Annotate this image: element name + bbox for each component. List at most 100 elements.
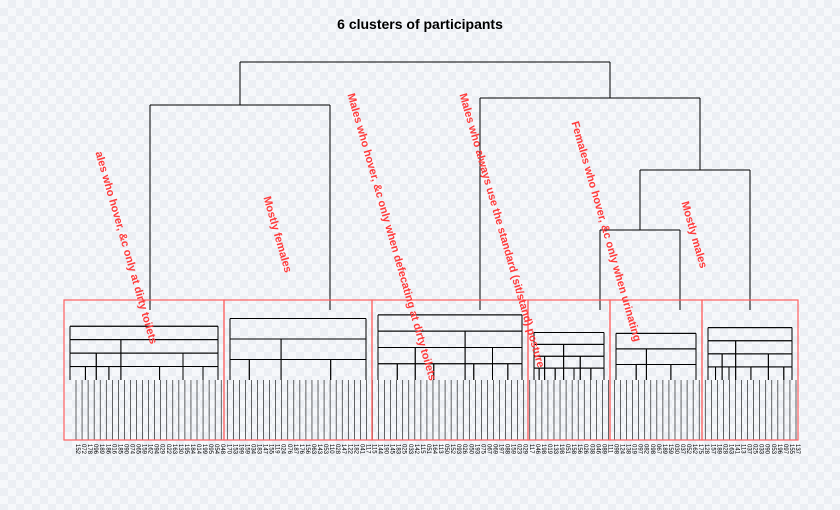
leaf-label: 152 <box>74 444 80 455</box>
leaf-label: 197 <box>498 444 504 455</box>
leaf-label: 067 <box>485 444 491 455</box>
leaf-label: 144 <box>377 444 383 455</box>
leaf-label: 095 <box>207 444 213 455</box>
leaf-label: 124 <box>619 444 625 455</box>
leaf-label: 156 <box>576 444 582 455</box>
leaf-label: 089 <box>600 444 606 455</box>
leaf-label: 163 <box>171 444 177 455</box>
leaf-label: 088 <box>504 444 510 455</box>
leaf-label: 072 <box>80 444 86 455</box>
leaf-label: 147 <box>262 444 268 455</box>
leaf-label: 075 <box>479 444 485 455</box>
leaf-label: 033 <box>758 444 764 455</box>
leaf-label: 159 <box>141 444 147 455</box>
cluster-box <box>224 300 372 440</box>
leaf-label: 163 <box>727 444 733 455</box>
leaf-label: 067 <box>655 444 661 455</box>
leaf-label: 028 <box>334 444 340 455</box>
leaf-label: 195 <box>183 444 189 455</box>
leaf-label: 037 <box>679 444 685 455</box>
leaf-label: 189 <box>661 444 667 455</box>
leaf-label: 025 <box>752 444 758 455</box>
leaf-label: 097 <box>782 444 788 455</box>
cluster-box <box>528 300 610 440</box>
leaf-label: 051 <box>425 444 431 455</box>
leaf-label: 198 <box>558 444 564 455</box>
cluster-label: Females who hover, &c only when urinatin… <box>580 120 809 132</box>
leaf-label: 046 <box>594 444 600 455</box>
leaf-label: 162 <box>147 444 153 455</box>
leaf-label: 050 <box>443 444 449 455</box>
leaf-label: 162 <box>691 444 697 455</box>
leaf-label: 053 <box>770 444 776 455</box>
leaf-label: 189 <box>98 444 104 455</box>
leaf-label: 098 <box>612 444 618 455</box>
leaf-label: 122 <box>346 444 352 455</box>
leaf-label: 159 <box>667 444 673 455</box>
leaf-label: 094 <box>153 444 159 455</box>
leaf-label: 182 <box>352 444 358 455</box>
leaf-label: 186 <box>104 444 110 455</box>
leaf-label: 063 <box>310 444 316 455</box>
leaf-label: 141 <box>733 444 739 455</box>
leaf-label: 023 <box>516 444 522 455</box>
leaf-label: 076 <box>286 444 292 455</box>
leaf-label: 137 <box>794 444 800 455</box>
leaf-label: 175 <box>697 444 703 455</box>
leaf-label: 190 <box>383 444 389 455</box>
leaf-label: 041 <box>358 444 364 455</box>
leaf-label: 117 <box>364 444 370 454</box>
leaf-label: 187 <box>292 444 298 455</box>
leaf-label: 065 <box>135 444 141 455</box>
leaf-label: 037 <box>746 444 752 455</box>
leaf-label: 014 <box>195 444 201 455</box>
cluster-label: Mostly females <box>272 195 351 207</box>
leaf-label: 156 <box>304 444 310 455</box>
leaf-label: 054 <box>213 444 219 455</box>
leaf-label: 019 <box>546 444 552 455</box>
leaf-label: 028 <box>721 444 727 455</box>
leaf-label: 119 <box>274 444 280 454</box>
cluster-label: Mostly males <box>690 200 759 212</box>
leaf-label: 113 <box>740 444 746 454</box>
leaf-label: 030 <box>673 444 679 455</box>
leaf-label: 034 <box>249 444 255 455</box>
leaf-label: 053 <box>322 444 328 455</box>
leaf-label: 097 <box>637 444 643 455</box>
leaf-label: 052 <box>685 444 691 455</box>
leaf-label: 147 <box>340 444 346 455</box>
leaf-label: 158 <box>570 444 576 455</box>
leaf-label: 090 <box>764 444 770 455</box>
leaf-label: 029 <box>159 444 165 455</box>
leaf-label: 115 <box>370 444 376 454</box>
leaf-label: 051 <box>564 444 570 455</box>
leaf-label: 143 <box>316 444 322 455</box>
leaf-label: 189 <box>715 444 721 455</box>
leaf-label: 093 <box>455 444 461 455</box>
leaf-label: 155 <box>788 444 794 455</box>
leaf-label: 026 <box>461 444 467 455</box>
leaf-label: 183 <box>395 444 401 455</box>
leaf-label: 029 <box>522 444 528 455</box>
leaf-label: 145 <box>389 444 395 455</box>
cluster-box <box>372 300 528 440</box>
leaf-label: 142 <box>413 444 419 455</box>
cluster-label: ales who hover, &c only at dirty toilets <box>104 150 304 162</box>
leaf-label: 159 <box>510 444 516 455</box>
leaf-label: 196 <box>776 444 782 455</box>
leaf-label: 069 <box>491 444 497 455</box>
leaf-label: 074 <box>128 444 134 455</box>
leaf-label: 033 <box>407 444 413 455</box>
leaf-label: 184 <box>189 444 195 455</box>
leaf-label: 152 <box>449 444 455 455</box>
leaf-label: 115 <box>419 444 425 454</box>
leaf-label: 199 <box>201 444 207 455</box>
leaf-label: 153 <box>231 444 237 455</box>
leaf-label: 176 <box>298 444 304 455</box>
leaf-label: 155 <box>268 444 274 455</box>
leaf-label: 183 <box>256 444 262 455</box>
cluster-label: Males who always use the standard (sit/s… <box>468 92 753 104</box>
leaf-label: 082 <box>643 444 649 455</box>
leaf-label: 133 <box>552 444 558 455</box>
leaf-label: 050 <box>467 444 473 455</box>
